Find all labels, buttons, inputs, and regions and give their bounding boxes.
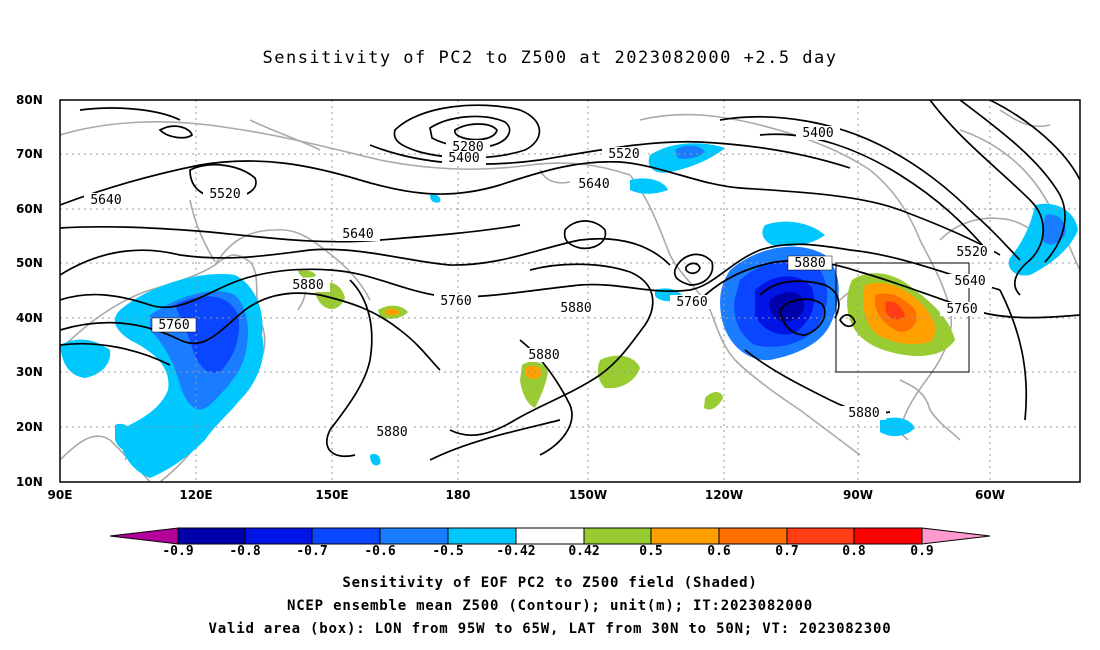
contour-label-5880: 5880: [286, 278, 330, 293]
lon-label: 90E: [47, 488, 73, 502]
lat-label: 30N: [16, 365, 43, 379]
contour-label-text: 5880: [292, 278, 323, 293]
colorbar-min-triangle: [109, 527, 179, 545]
contour-label-5400: 5400: [442, 151, 486, 166]
contour-label-text: 5400: [802, 126, 833, 141]
lat-label: 60N: [16, 202, 43, 216]
contour-label-5760: 5760: [434, 294, 478, 309]
colorbar-label: 0.9: [910, 544, 934, 559]
contour-label-5520: 5520: [602, 147, 646, 162]
lat-label: 50N: [16, 256, 43, 270]
colorbar-label: -0.5: [432, 544, 464, 559]
lon-label: 150E: [315, 488, 349, 502]
contour-label-text: 5880: [376, 425, 407, 440]
contour-label-5640: 5640: [948, 274, 992, 289]
contour-label-5760: 5760: [151, 317, 197, 333]
lon-label: 120E: [179, 488, 213, 502]
contour-label-5880: 5880: [842, 406, 886, 421]
contour-label-text: 5760: [676, 295, 707, 310]
lon-label: 180: [445, 488, 471, 502]
contour-label-text: 5760: [158, 318, 189, 333]
colorbar: [109, 527, 991, 545]
contour-label-5640: 5640: [336, 227, 380, 242]
colorbar-label: 0.42: [568, 544, 600, 559]
colorbar-label: -0.8: [229, 544, 261, 559]
contour-label-text: 5880: [794, 256, 825, 271]
lat-label: 10N: [16, 475, 43, 489]
contour-label-text: 5760: [440, 294, 471, 309]
lat-label: 40N: [16, 311, 43, 325]
contour-label-text: 5400: [448, 151, 479, 166]
contour-label-text: 5520: [956, 245, 987, 260]
lat-label: 70N: [16, 147, 43, 161]
contour-label-text: 5880: [560, 301, 591, 316]
colorbar-label: -0.6: [364, 544, 396, 559]
positive-sensitivity-shading: [298, 270, 955, 410]
contour-label-5640: 5640: [572, 177, 616, 192]
contour-label-5880: 5880: [554, 301, 598, 316]
contour-label-5880: 5880: [370, 425, 414, 440]
negative-sensitivity-shading: [60, 143, 1078, 478]
caption-valid-area: Valid area (box): LON from 95W to 65W, L…: [208, 621, 892, 637]
colorbar-label: 0.6: [707, 544, 731, 559]
contour-label-text: 5520: [209, 187, 240, 202]
contour-label-text: 5640: [90, 193, 121, 208]
map-title: Sensitivity of PC2 to Z500 at 2023082000…: [262, 48, 838, 68]
contour-label-5640: 5640: [84, 193, 128, 208]
contour-label-text: 5760: [946, 302, 977, 317]
colorbar-label: -0.42: [496, 544, 536, 559]
lat-label: 80N: [16, 93, 43, 107]
lat-label: 20N: [16, 420, 43, 434]
colorbar-label: 0.5: [639, 544, 663, 559]
valid-area-box: [835, 262, 970, 373]
colorbar-label: 0.7: [775, 544, 799, 559]
colorbar-label: -0.9: [162, 544, 194, 559]
contour-label-text: 5640: [578, 177, 609, 192]
contour-label-5400: 5400: [796, 126, 840, 141]
contour-label-text: 5640: [342, 227, 373, 242]
lon-label: 60W: [975, 488, 1005, 502]
contour-label-text: 5880: [848, 406, 879, 421]
contour-label-text: 5640: [954, 274, 985, 289]
lon-label: 90W: [843, 488, 873, 502]
lon-label: 150W: [568, 488, 608, 502]
caption-shading: Sensitivity of EOF PC2 to Z500 field (Sh…: [342, 575, 758, 591]
colorbar-label: -0.7: [296, 544, 328, 559]
colorbar-max-triangle: [921, 527, 991, 545]
contour-label-5520: 5520: [203, 187, 247, 202]
map-frame: [59, 99, 1081, 483]
lon-label: 120W: [704, 488, 744, 502]
contour-label-5880: 5880: [522, 348, 566, 363]
contour-label-text: 5880: [528, 348, 559, 363]
contour-label-5520: 5520: [950, 245, 994, 260]
contour-label-5760: 5760: [940, 302, 984, 317]
contour-label-5880: 5880: [787, 255, 833, 271]
contour-label-5760: 5760: [670, 295, 714, 310]
caption-contour: NCEP ensemble mean Z500 (Contour); unit(…: [286, 598, 814, 614]
contour-label-text: 5520: [608, 147, 639, 162]
colorbar-label: 0.8: [842, 544, 866, 559]
